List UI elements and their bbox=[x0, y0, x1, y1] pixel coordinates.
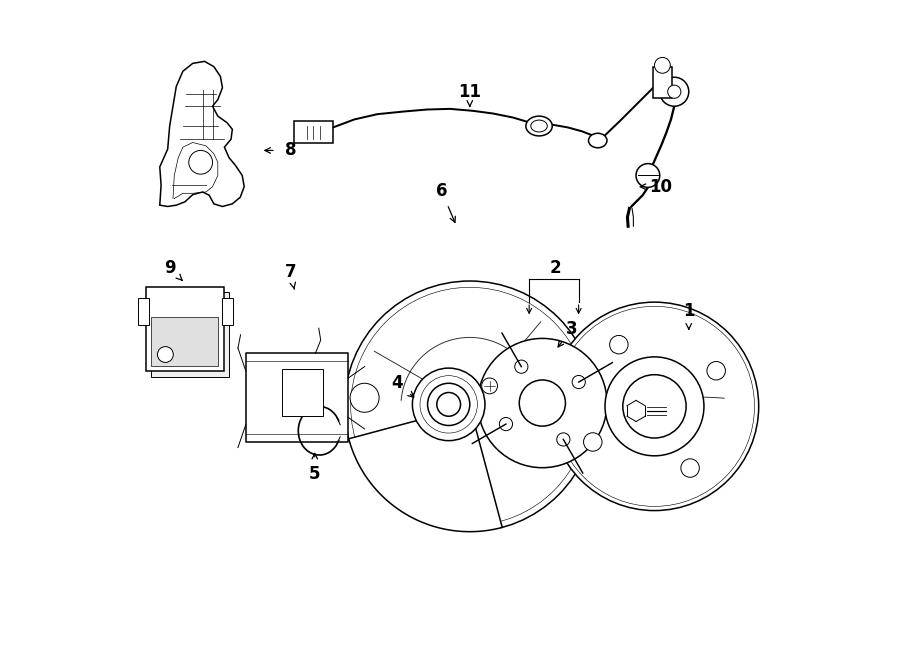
Bar bbox=[282, 369, 323, 416]
Circle shape bbox=[158, 346, 174, 362]
Circle shape bbox=[583, 433, 602, 451]
Circle shape bbox=[412, 368, 485, 441]
Bar bbox=[138, 298, 148, 325]
Bar bbox=[151, 292, 229, 377]
Circle shape bbox=[706, 362, 725, 380]
Circle shape bbox=[605, 357, 704, 456]
Circle shape bbox=[609, 335, 628, 354]
Text: 4: 4 bbox=[392, 374, 403, 392]
Circle shape bbox=[550, 302, 759, 510]
Circle shape bbox=[428, 383, 470, 426]
Bar bbox=[293, 122, 333, 143]
Circle shape bbox=[623, 375, 686, 438]
Text: 7: 7 bbox=[284, 264, 296, 282]
Bar bbox=[652, 67, 672, 98]
Text: 6: 6 bbox=[436, 182, 447, 200]
Circle shape bbox=[519, 380, 565, 426]
Bar bbox=[146, 287, 224, 371]
Circle shape bbox=[500, 418, 513, 431]
Circle shape bbox=[515, 360, 528, 373]
Ellipse shape bbox=[531, 120, 547, 132]
Text: 2: 2 bbox=[550, 259, 562, 277]
Circle shape bbox=[557, 433, 570, 446]
Circle shape bbox=[189, 151, 212, 174]
Text: 1: 1 bbox=[683, 301, 695, 320]
Circle shape bbox=[681, 459, 699, 477]
Text: 8: 8 bbox=[284, 141, 296, 159]
Text: 10: 10 bbox=[650, 178, 672, 196]
Text: 3: 3 bbox=[566, 319, 578, 338]
Circle shape bbox=[636, 164, 660, 187]
Bar bbox=[151, 317, 219, 366]
Text: 5: 5 bbox=[309, 465, 320, 483]
Circle shape bbox=[345, 281, 595, 531]
Bar bbox=[246, 353, 348, 442]
Circle shape bbox=[350, 383, 379, 412]
Bar bbox=[222, 298, 233, 325]
Circle shape bbox=[478, 338, 607, 468]
Circle shape bbox=[572, 375, 585, 389]
Circle shape bbox=[660, 77, 688, 106]
Polygon shape bbox=[160, 61, 244, 206]
Text: 9: 9 bbox=[164, 259, 176, 277]
Ellipse shape bbox=[589, 134, 607, 148]
Circle shape bbox=[436, 393, 461, 416]
Wedge shape bbox=[346, 407, 503, 534]
Circle shape bbox=[654, 58, 670, 73]
Ellipse shape bbox=[526, 116, 553, 136]
Circle shape bbox=[668, 85, 681, 98]
Text: 11: 11 bbox=[458, 83, 482, 100]
Circle shape bbox=[482, 378, 498, 394]
